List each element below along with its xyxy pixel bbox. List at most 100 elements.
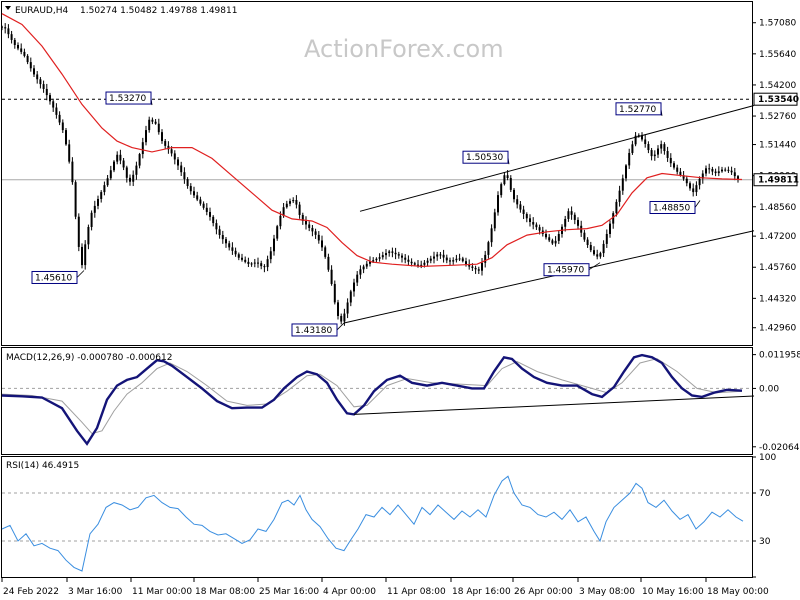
candle-body [311, 227, 314, 232]
candle-body [429, 258, 432, 261]
time-tick-label: 11 Apr 08:00 [387, 587, 446, 597]
candle-body [356, 274, 359, 283]
candle-body [77, 216, 80, 247]
candle-body [631, 144, 634, 153]
candle-body [397, 254, 400, 256]
candle-body [567, 211, 570, 219]
candle-body [234, 250, 237, 255]
price-tick-label: 1.51440 [759, 141, 796, 151]
candle-body [458, 258, 461, 260]
candle-body [157, 123, 160, 133]
candle-body [525, 213, 528, 219]
candle-body [529, 218, 531, 222]
candle-body [33, 68, 35, 75]
price-tick-label: 1.45760 [759, 263, 796, 273]
candle-body [349, 291, 352, 303]
channel-trendline [359, 104, 755, 212]
candle-body [74, 182, 77, 217]
candle-body [679, 171, 682, 176]
candle-body [599, 253, 602, 257]
candle-body [71, 161, 74, 183]
time-tick-label: 18 Mar 08:00 [195, 587, 255, 597]
macd-line [1, 353, 743, 446]
macd-panel [1, 347, 753, 455]
candle-body [404, 257, 407, 260]
candle-body [103, 185, 106, 193]
candle-body [497, 195, 499, 213]
macd-tick-label: 0.011958 [759, 351, 800, 361]
candle-body [132, 174, 135, 182]
candle-body [20, 48, 23, 52]
rsi-line [1, 475, 744, 572]
macd-trendline [353, 395, 755, 415]
candle-body [714, 171, 717, 174]
watermark: ActionForex.com [304, 35, 504, 63]
candle-body [231, 247, 234, 251]
candle-body [49, 95, 51, 102]
time-tick-label: 18 May 00:00 [707, 587, 769, 597]
candle-body [189, 186, 192, 192]
candle-body [148, 119, 151, 131]
candle-body [385, 253, 387, 256]
candle-body [362, 266, 365, 270]
candle-body [596, 254, 599, 257]
candle-body [122, 160, 125, 168]
candle-body [199, 199, 202, 204]
candle-body [586, 239, 589, 245]
candle-body [621, 178, 624, 191]
candle-body [36, 74, 39, 80]
candle-body [327, 256, 330, 270]
candle-body [58, 114, 61, 123]
symbol-timeframe: EURAUD,H4 [15, 6, 68, 16]
candle-body [90, 212, 93, 227]
candle-body [314, 231, 317, 235]
candle-body [100, 192, 103, 199]
candle-body [449, 260, 451, 262]
candle-body [13, 39, 16, 45]
candle-body [209, 211, 211, 217]
candle-body [225, 239, 227, 244]
candle-body [455, 258, 458, 261]
candle-body [509, 178, 512, 190]
candle-body [612, 213, 615, 224]
collapse-triangle-icon[interactable] [5, 6, 11, 10]
price-tick-label: 1.47200 [759, 232, 796, 242]
candle-body [346, 302, 349, 314]
candle-body [644, 139, 647, 145]
price-label: 1.52770 [619, 105, 656, 115]
candle-body [180, 165, 183, 173]
price-label-box [105, 91, 152, 105]
price-tick-label: 1.48560 [759, 203, 796, 213]
candle-body [516, 199, 519, 205]
candle-body [369, 261, 371, 264]
candle-body [433, 256, 435, 259]
candle-body [55, 107, 58, 115]
candle-body [183, 172, 186, 180]
candle-body [151, 119, 154, 122]
candle-body [573, 214, 576, 220]
candle-body [263, 266, 266, 268]
price-label-box [31, 270, 78, 284]
candle-body [442, 254, 445, 258]
candle-body [39, 79, 42, 85]
ohlc-values: 1.50274 1.50482 1.49788 1.49811 [80, 6, 237, 16]
candle-body [257, 262, 259, 264]
candle-body [570, 211, 573, 215]
candle-body [378, 257, 381, 259]
candle-body [237, 254, 240, 258]
candle-body [164, 141, 167, 146]
candle-body [583, 232, 586, 240]
candle-body [490, 228, 493, 243]
current-price-box [753, 173, 798, 187]
candle-body [260, 263, 263, 267]
candle-body [493, 212, 496, 229]
candle-body [701, 173, 704, 179]
level-label: 1.49811 [758, 176, 799, 186]
price-tick-label: 1.42960 [759, 324, 796, 334]
price-tick-label: 1.55640 [759, 50, 796, 60]
rsi-tick-label: 100 [759, 453, 776, 463]
candle-body [186, 179, 189, 187]
candle-body [330, 269, 333, 284]
price-label: 1.45610 [35, 273, 72, 283]
candle-body [241, 257, 243, 260]
